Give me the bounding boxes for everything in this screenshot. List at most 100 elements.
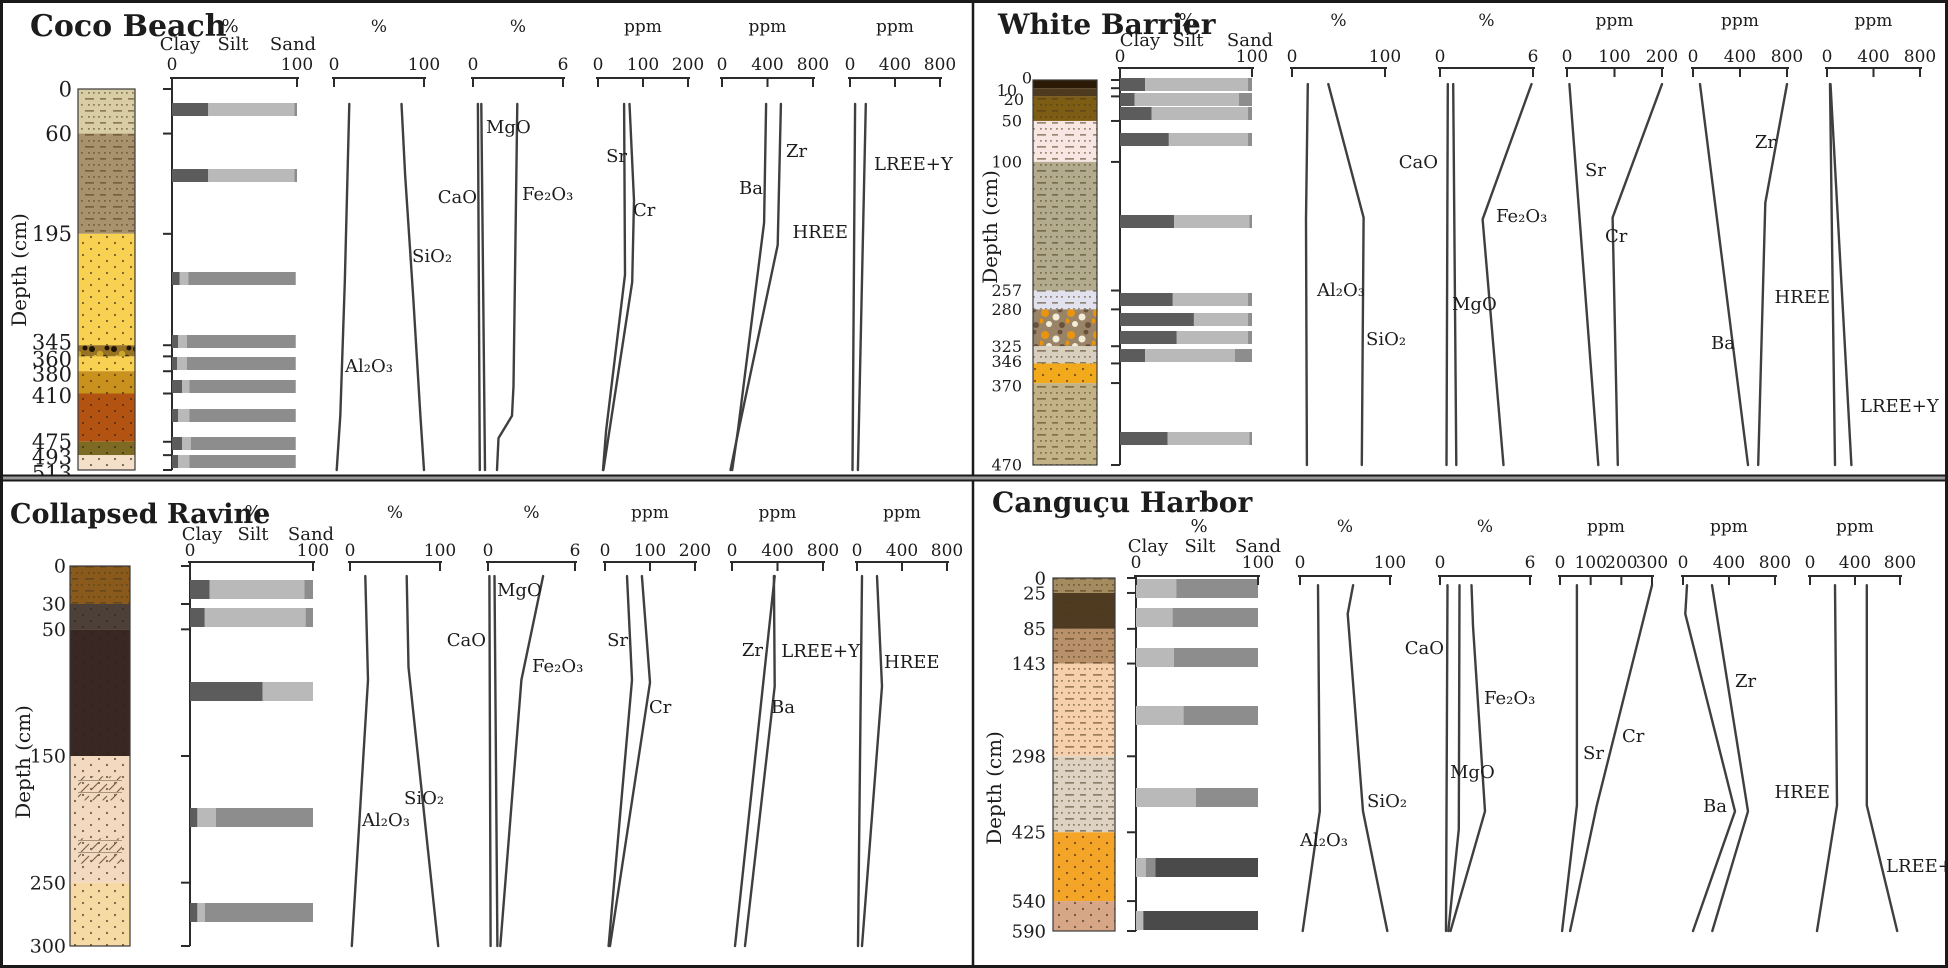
plot-tick-label: 0 (329, 55, 340, 75)
series-label-LREE+Y: LREE+Y (874, 154, 954, 175)
grain-bar-segment (1145, 349, 1235, 362)
series-line-LREE+Y (1865, 584, 1899, 933)
depth-tick-label: 250 (30, 872, 66, 894)
grain-pct-label: % (1190, 516, 1207, 537)
lith-layer-pattern (1033, 88, 1097, 97)
panel-collapsed-ravine (69, 562, 884, 948)
plot-tick-label: 800 (1759, 553, 1791, 573)
depth-tick-label: 590 (1012, 921, 1046, 942)
grain-bar-segment (1120, 78, 1146, 91)
grain-bar-segment (1134, 93, 1239, 106)
series-label-MgO: MgO (1452, 294, 1497, 315)
lith-layer-pattern (70, 629, 130, 756)
series-line-Al₂O₃ (335, 102, 351, 472)
grain-bar-segment (1143, 911, 1258, 930)
plot-tick-label: 800 (924, 55, 956, 75)
plot-tick-label: 400 (1713, 553, 1745, 573)
series-label-Cr: Cr (1622, 726, 1645, 747)
plot-unit-label: ppm (1710, 517, 1748, 537)
grain-bar-segment (172, 455, 179, 468)
series-label-Fe₂O₃: Fe₂O₃ (532, 656, 583, 677)
grain-bar-segment (172, 335, 179, 348)
depth-tick-label: 0 (59, 77, 72, 101)
plot-unit-label: % (523, 503, 539, 523)
grain-bar-segment (187, 335, 296, 348)
plot-tick-label: 200 (1646, 47, 1678, 67)
grain-bar-segment (1145, 78, 1249, 91)
grain-bar-segment (182, 437, 191, 450)
series-label-Ba: Ba (1703, 796, 1727, 817)
depth-tick-label: 380 (32, 363, 72, 387)
series-label-Al₂O₃: Al₂O₃ (1299, 830, 1348, 851)
series-line-Cr (608, 574, 652, 948)
plot-tick-label: 800 (931, 541, 963, 561)
series-label-Fe₂O₃: Fe₂O₃ (1496, 206, 1547, 227)
series-line-Sr (1568, 82, 1600, 467)
series-line-Fe₂O₃ (1449, 584, 1487, 933)
plot-unit-label: ppm (1596, 11, 1634, 31)
depth-tick-label: 470 (991, 456, 1022, 475)
plot-tick-label: 0 (1435, 47, 1446, 67)
series-label-LREE+Y: LREE+Y (1886, 856, 1948, 877)
lith-border (77, 88, 136, 471)
grain-bar-segment (209, 580, 305, 599)
grain-bar-segment (190, 808, 198, 827)
grain-bar-segment (188, 272, 296, 285)
plot-tick-label: 800 (1771, 47, 1803, 67)
series-line-HREE (1815, 584, 1839, 933)
plot-tick-label: 0 (483, 541, 494, 561)
grain-class-label: Sand (288, 524, 334, 545)
series-label-CaO: CaO (1399, 152, 1438, 173)
depth-tick-label: 195 (32, 222, 72, 246)
lith-layer-pattern (1053, 756, 1115, 833)
lith-layer-pattern (78, 89, 135, 134)
panel-title: Collapsed Ravine (10, 499, 270, 530)
lith-layer-pattern (1033, 161, 1097, 291)
depth-axis-label: Depth (cm) (11, 705, 35, 819)
grain-bar-segment (190, 580, 210, 599)
series-line-CaO (1444, 584, 1449, 933)
plot-tick-label: 0 (1562, 47, 1573, 67)
grain-bar-segment (1120, 331, 1177, 344)
grain-bar-segment (1136, 858, 1146, 877)
lith-layer (1033, 80, 1097, 89)
grain-bar-segment (1168, 133, 1249, 146)
series-label-LREE+Y: LREE+Y (781, 641, 861, 662)
series-line-MgO (1447, 584, 1461, 933)
grain-bar-segment (1193, 313, 1249, 326)
series-line-SiO₂ (1327, 82, 1365, 467)
plot-unit-label: ppm (1836, 517, 1874, 537)
series-label-Zr: Zr (742, 640, 764, 661)
lith-layer-pattern (1033, 290, 1097, 310)
grain-bar-segment (1120, 93, 1135, 106)
lith-border (1052, 577, 1116, 932)
series-line-LREE+Y (856, 102, 867, 472)
grain-bar-segment (172, 437, 182, 450)
grain-bar-segment (262, 682, 313, 701)
plot-tick-label: 0 (852, 541, 863, 561)
series-line-CaO (1445, 82, 1450, 467)
grain-bar-segment (204, 608, 306, 627)
series-label-SiO₂: SiO₂ (1366, 329, 1406, 350)
series-label-Zr: Zr (1735, 671, 1757, 692)
grain-bar-segment (1174, 215, 1250, 228)
grain-class-label: Silt (1184, 536, 1216, 557)
grain-bar-segment (172, 103, 209, 116)
lith-layer-pattern (70, 882, 130, 946)
grain-bar-segment (190, 608, 205, 627)
grain-bar-segment (1120, 432, 1168, 445)
grain-bar-segment (197, 808, 216, 827)
series-line-Fe₂O₃ (1481, 82, 1533, 467)
series-line-SiO₂ (405, 574, 440, 948)
grain-bar-segment (1248, 133, 1252, 146)
grain-pct-label: % (221, 16, 238, 37)
series-line-Ba (743, 574, 776, 948)
grain-bar-segment (172, 357, 177, 370)
grain-bar-segment (1195, 788, 1258, 807)
depth-axis-label: Depth (cm) (982, 731, 1006, 845)
plot-tick-label: 100 (424, 541, 456, 561)
grain-class-label: Silt (237, 524, 269, 545)
plot-tick-label: 0 (717, 55, 728, 75)
grain-class-label: Clay (160, 34, 201, 55)
series-line-Cr (1568, 584, 1654, 933)
